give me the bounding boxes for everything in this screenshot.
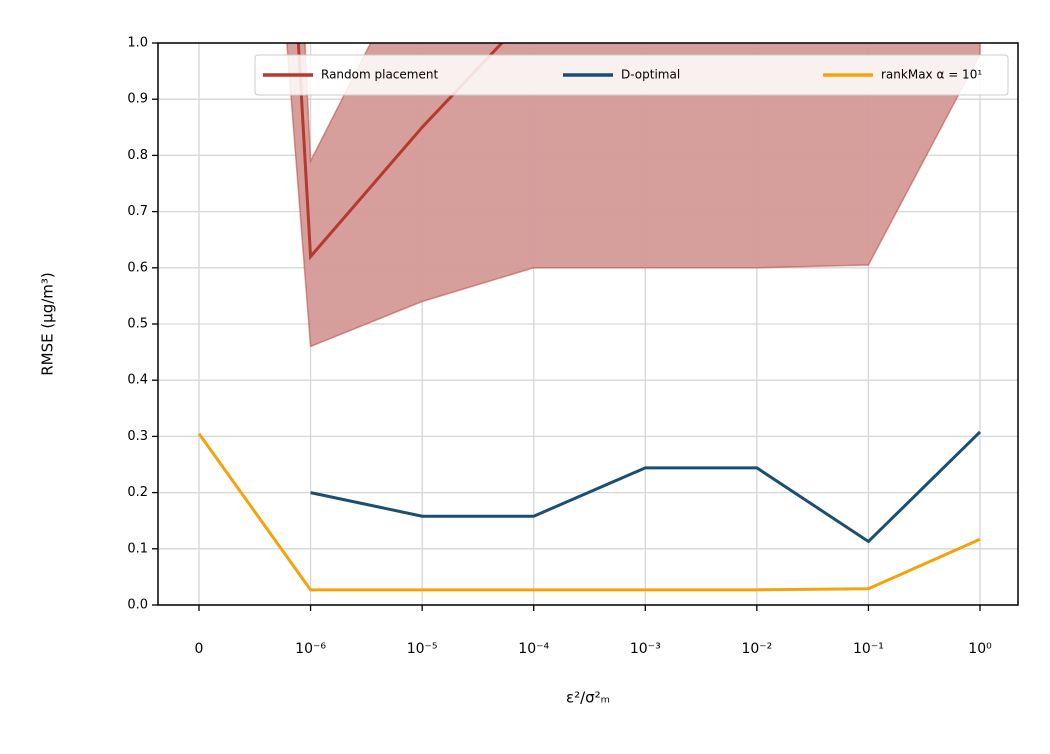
x-tick-label: 10⁻⁴ bbox=[518, 641, 549, 657]
y-tick-label: 0.7 bbox=[127, 204, 148, 219]
series-line bbox=[310, 430, 982, 544]
axes: 0.0 0.1 0.2 0.3 0.4 0.5 0.6 0.7 0.8 0.9 1.0 0 10⁻⁶ 10… bbox=[127, 36, 992, 658]
x-tick-label: 10⁻⁶ bbox=[295, 641, 326, 657]
legend-label: rankMax α = 10¹ bbox=[881, 68, 982, 82]
x-axis-label: ε²/σ²ₘ bbox=[566, 689, 610, 707]
series-line bbox=[296, 43, 504, 261]
y-tick-label: 0.0 bbox=[127, 598, 148, 613]
y-tick-label: 0.2 bbox=[127, 485, 148, 500]
legend-label: Random placement bbox=[321, 68, 438, 82]
legend-frame bbox=[254, 54, 1009, 96]
y-tick-label: 1.0 bbox=[127, 36, 148, 51]
x-tick-label: 10⁻² bbox=[741, 641, 772, 657]
y-tick-label: 0.6 bbox=[127, 260, 148, 275]
series-line bbox=[197, 432, 981, 592]
y-axis-label: RMSE (μg/m³) bbox=[39, 272, 57, 376]
y-tick-label: 0.9 bbox=[127, 92, 148, 107]
x-tick-label: 10⁻¹ bbox=[853, 641, 884, 657]
plot-area bbox=[197, 43, 982, 592]
x-tick-label: 10⁰ bbox=[968, 641, 992, 657]
legend: Random placement D-optimal rankMax α = 10¹ bbox=[254, 54, 1009, 96]
x-tick-label: 10⁻³ bbox=[630, 641, 661, 657]
y-tick-label: 0.1 bbox=[127, 541, 148, 556]
y-tick-label: 0.4 bbox=[127, 373, 148, 388]
x-tick-label: 10⁻⁵ bbox=[407, 641, 438, 657]
confidence-band bbox=[286, 43, 981, 348]
y-tick-label: 0.5 bbox=[127, 317, 148, 332]
legend-label: D-optimal bbox=[621, 68, 680, 82]
x-tick-label: 0 bbox=[195, 641, 204, 657]
y-tick-label: 0.3 bbox=[127, 429, 148, 444]
y-tick-label: 0.8 bbox=[127, 148, 148, 163]
